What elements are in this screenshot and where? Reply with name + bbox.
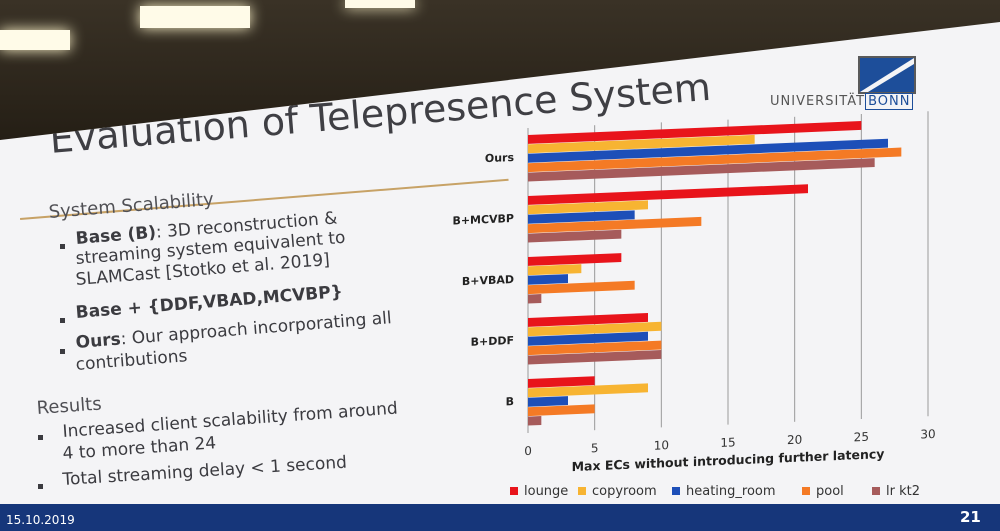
logo-text-bonn: BONN [865,93,914,110]
bar [528,416,542,426]
legend-label: lounge [524,484,569,499]
bar [528,404,595,417]
legend-label: heating_room [686,484,776,499]
ceiling-light [140,6,250,28]
bar [528,264,582,276]
bar [528,200,648,215]
bullet [38,435,43,440]
bar [528,274,568,285]
legend-item: pool [802,484,844,499]
bullet [60,349,65,354]
legend-label: pool [816,484,844,499]
bar [528,121,862,144]
bar [528,138,888,163]
x-axis-label: Max ECs without introducing further late… [572,446,885,474]
bar [528,147,902,173]
category-label: B+VBAD [462,273,514,288]
bar [528,280,635,295]
legend-swatch [872,487,880,495]
legend-item: copyroom [578,484,657,499]
slide-date: 15.10.2019 [2,513,79,527]
bar [528,340,662,356]
bar [528,210,635,224]
bar [528,216,702,234]
bullet [60,318,65,323]
page-number: 21 [960,508,981,526]
x-tick-label: 0 [524,444,532,458]
bar [528,383,648,398]
legend-label: copyroom [592,484,657,499]
legend-swatch [802,487,810,495]
bullet [38,484,43,489]
bar [528,331,648,346]
ceiling-light [345,0,415,8]
legend-item: lr kt2 [872,484,920,499]
legend-item: heating_room [672,484,776,499]
legend-swatch [510,487,518,495]
legend-item: lounge [510,484,568,499]
category-label: B+MCVBP [452,212,514,228]
category-label: B [506,395,514,408]
x-tick-label: 20 [787,433,802,448]
bar [528,253,622,266]
bar [528,350,662,365]
ceiling-light [0,30,70,50]
x-tick-label: 30 [920,427,935,442]
legend-label: lr kt2 [886,484,920,499]
slide-footer [0,504,1000,531]
x-tick-label: 5 [591,441,599,455]
bar [528,229,622,243]
bar [528,184,808,205]
bar-chart: 0 5 10 15 20 25 30 Ours B+MCVBP B+VBAD B+DDF B Max E… [452,111,936,474]
x-tick-label: 15 [720,435,735,450]
bar [528,158,875,182]
x-tick-label: 25 [854,430,869,445]
bar [528,376,595,388]
x-tick-label: 10 [654,438,669,453]
bar [528,294,542,304]
category-label: Ours [485,151,515,165]
bar [528,396,568,407]
legend-swatch [578,487,586,495]
logo-text-universitat: UNIVERSITÄT [770,94,866,109]
bullet [60,244,65,249]
bar [528,321,662,337]
legend-swatch [672,487,680,495]
bar [528,134,755,154]
university-name: UNIVERSITÄT BONN [770,93,914,110]
bar [528,312,648,327]
university-logo-icon [858,56,916,94]
category-label: B+DDF [471,334,514,349]
